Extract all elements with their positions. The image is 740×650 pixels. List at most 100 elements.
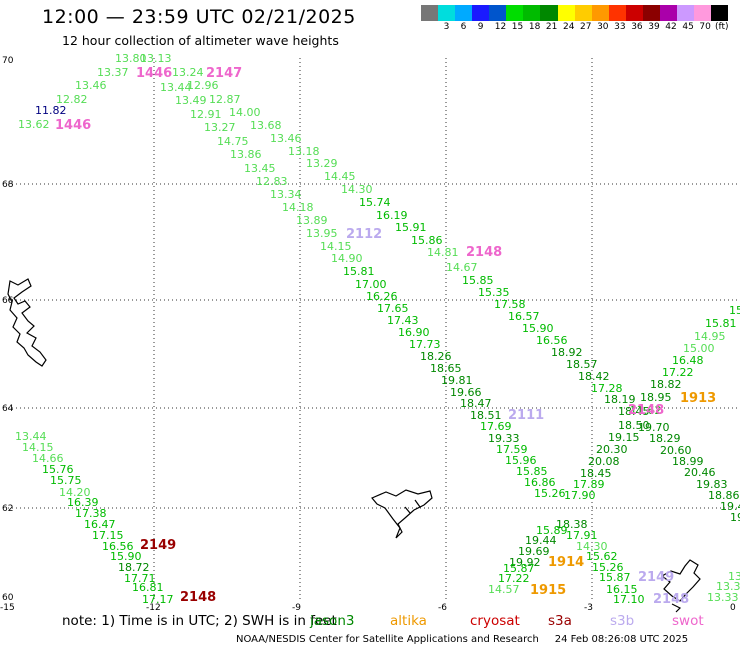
wave-height-value: 17.69 (480, 420, 512, 433)
wave-height-value: 14.57 (488, 583, 520, 596)
wave-height-value: 15.35 (478, 286, 510, 299)
faroe-islands-coast (371, 489, 433, 539)
longitude-label: -3 (584, 603, 593, 613)
wave-height-value: 17.58 (494, 298, 526, 311)
credit-text: NOAA/NESDIS Center for Satellite Applica… (236, 634, 539, 645)
wave-height-value: 19.83 (696, 478, 728, 491)
latitude-label: 66 (2, 296, 14, 306)
longitude-label: -6 (438, 603, 447, 613)
wave-height-value: 16.90 (398, 326, 430, 339)
wave-height-value: 17.22 (498, 572, 530, 585)
wave-height-value: 17.65 (377, 302, 409, 315)
colorbar-swatch (421, 5, 439, 21)
wave-height-value: 13.44 (160, 81, 192, 94)
wave-height-value: 18.19 (604, 393, 636, 406)
wave-height-value: 16.26 (366, 290, 398, 303)
greenland-coast (7, 278, 47, 367)
wave-height-value: 13.27 (204, 121, 236, 134)
wave-height-value: 17.91 (566, 529, 598, 542)
wave-height-value: 12.96 (187, 79, 219, 92)
wave-height-value: 18.92 (551, 346, 583, 359)
pass-time-label: 1446 (55, 118, 91, 133)
colorbar-swatch (557, 5, 575, 21)
wave-height-value: 17.71 (124, 572, 156, 585)
wave-height-value: 15.26 (592, 561, 624, 574)
wave-height-value: 14.20 (59, 486, 91, 499)
wave-height-value: 11.82 (35, 104, 67, 117)
wave-height-value: 18.65 (430, 362, 462, 375)
pass-time-label: 2148 (466, 245, 502, 260)
wave-height-value: 14.66 (32, 452, 64, 465)
pass-time-label: 2149 (140, 538, 176, 553)
wave-height-value: 19.81 (441, 374, 473, 387)
wave-height-value: 15.00 (683, 342, 715, 355)
wave-height-value: 17.28 (591, 382, 623, 395)
wave-height-value: 15.62 (586, 550, 618, 563)
wave-height-value: 16.48 (672, 354, 704, 367)
colorbar-swatch (676, 5, 694, 21)
wave-height-value: 16.19 (376, 209, 408, 222)
wave-height-value: 13.62 (18, 118, 50, 131)
pass-time-label: 2148 (653, 592, 689, 607)
wave-height-value: 17.17 (142, 593, 174, 606)
longitude-label: 0 (730, 603, 736, 613)
colorbar-swatch (694, 5, 712, 21)
wave-height-value: 14.45 (324, 170, 356, 183)
wave-height-value: 15.86 (411, 234, 443, 247)
wave-height-value: 18.99 (672, 455, 704, 468)
wave-height-value: 16.81 (132, 581, 164, 594)
wave-height-value: 14.67 (446, 261, 478, 274)
wave-height-value: 15.87 (599, 571, 631, 584)
pass-time-label: 2149 (638, 570, 674, 585)
longitude-label: -15 (0, 603, 15, 613)
wave-height-value: 19.15 (608, 431, 640, 444)
wave-height-value: 15.87 (503, 562, 535, 575)
wave-height-value: 13.3 (716, 580, 740, 593)
wave-height-value: 15.81 (705, 317, 737, 330)
wave-height-value: 13.46 (75, 79, 107, 92)
pass-time-label: 2111 (508, 408, 544, 423)
wave-height-value: 14.81 (427, 246, 459, 259)
wave-height-value: 19.4 (720, 500, 740, 513)
wave-height-value: 13.33 (707, 591, 739, 604)
colorbar-swatch (455, 5, 473, 21)
wave-height-value: 20.08 (588, 455, 620, 468)
wave-height-value: 14.15 (320, 240, 352, 253)
colorbar-tick-label: 27 (580, 22, 592, 32)
wave-height-value: 13.18 (288, 145, 320, 158)
colorbar-tick-label: 6 (460, 22, 467, 32)
satellite-legend-item: jason3 (310, 613, 355, 629)
wave-height-value: 16.57 (508, 310, 540, 323)
pass-time-label: 2112 (346, 227, 382, 242)
wave-height-value: 13.37 (97, 66, 129, 79)
colorbar-swatch (523, 5, 541, 21)
wave-height-value: 18.45 (618, 405, 650, 418)
wave-height-value: 17.90 (564, 489, 596, 502)
colorbar-swatch (711, 5, 729, 21)
wave-height-value: 18.82 (650, 378, 682, 391)
colorbar-tick-label: 36 (631, 22, 643, 32)
wave-height-value: 13 (728, 570, 740, 583)
colorbar-swatch (625, 5, 643, 21)
colorbar-tick-label: 39 (648, 22, 660, 32)
wave-height-value: 15.89 (536, 524, 568, 537)
wave-height-value: 13.86 (230, 148, 262, 161)
wave-height-value: 14.95 (694, 330, 726, 343)
colorbar-tick-label: 3 (443, 22, 450, 32)
wave-height-value: 18.29 (649, 432, 681, 445)
wave-height-value: 13.44 (15, 430, 47, 443)
satellite-legend-item: altika (390, 613, 427, 629)
colorbar-swatch (506, 5, 524, 21)
wave-height-value: 17.73 (409, 338, 441, 351)
colorbar-tick-label: 45 (682, 22, 694, 32)
satellite-legend-item: cryosat (470, 613, 520, 629)
colorbar-swatch (642, 5, 660, 21)
wave-height-value: 18.26 (420, 350, 452, 363)
wave-height-value: 20.30 (596, 443, 628, 456)
wave-height-colorbar (421, 5, 729, 21)
pass-time-label: 2147 (206, 66, 242, 81)
legend-note: note: 1) Time is in UTC; 2) SWH is in fe… (62, 613, 337, 629)
wave-height-value: 16.47 (84, 518, 116, 531)
wave-height-value: 17.15 (92, 529, 124, 542)
